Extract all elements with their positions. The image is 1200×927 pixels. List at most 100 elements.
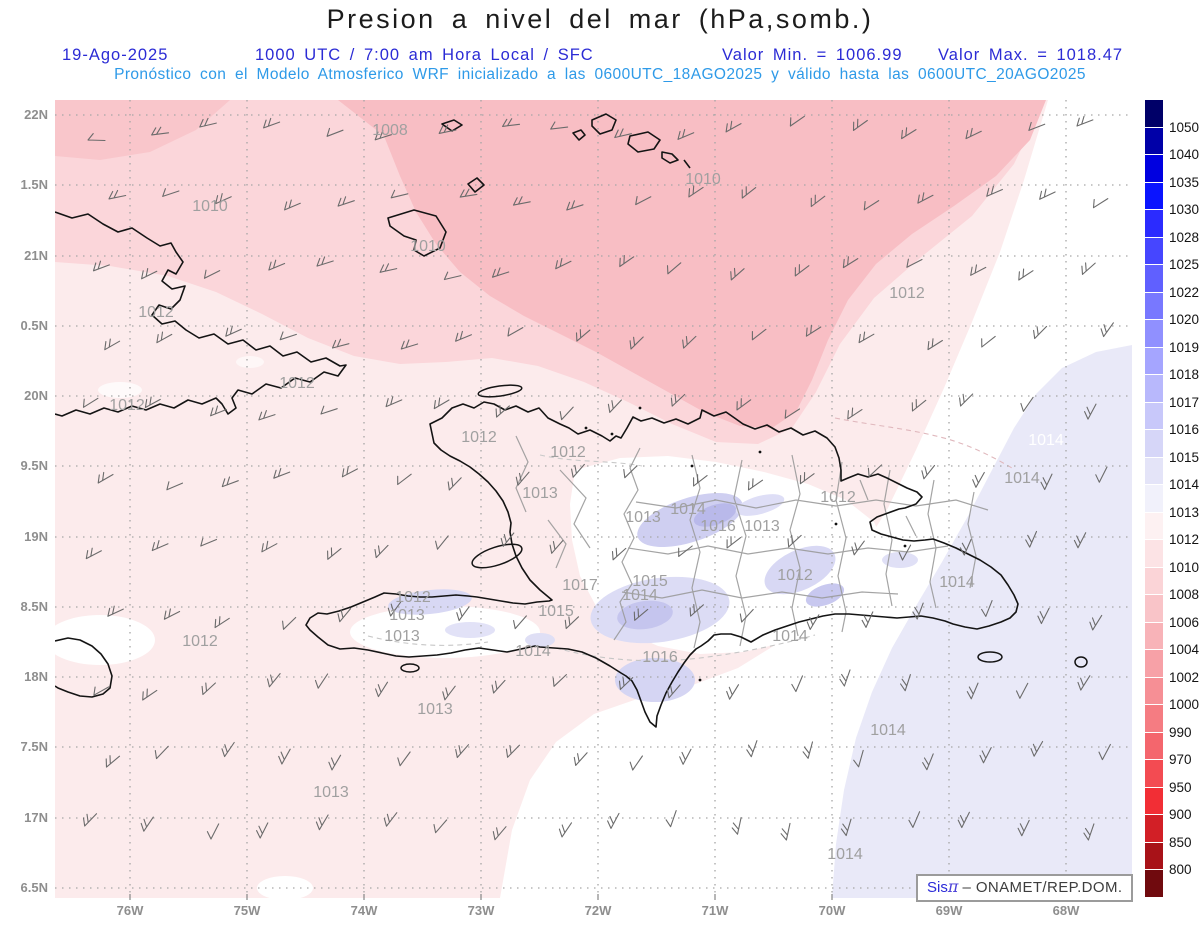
colorbar-segment — [1145, 870, 1163, 897]
pressure-label: 1015 — [632, 573, 668, 590]
colorbar-segment — [1145, 705, 1163, 732]
pressure-label: 1014 — [670, 501, 706, 518]
lat-label: 20N — [24, 388, 48, 403]
colorbar-label: 1025 — [1169, 257, 1200, 273]
colorbar-label: 1030 — [1169, 202, 1200, 218]
lat-label: 1.5N — [20, 177, 48, 192]
pressure-label: 1012 — [279, 375, 315, 392]
lon-label: 72W — [584, 903, 612, 918]
pressure-label: 1013 — [625, 509, 661, 526]
pi-icon: π — [947, 877, 959, 896]
colorbar-segment — [1145, 842, 1163, 870]
colorbar-label: 1020 — [1169, 312, 1200, 328]
colorbar-label: 1004 — [1169, 642, 1200, 658]
pressure-label: 1014 — [870, 722, 906, 739]
pressure-label: 1008 — [372, 122, 408, 139]
pressure-colorbar: 1050 1040 1035 1030 1028 1025 1022 1020 1019 1018… — [1145, 100, 1200, 898]
colorbar-label: 1014 — [1169, 477, 1200, 493]
colorbar-label: 1022 — [1169, 284, 1200, 300]
credit-box: Sisπ – ONAMET/REP.DOM. — [916, 874, 1134, 902]
pressure-label: 1014 — [515, 643, 551, 660]
colorbar-segment — [1145, 540, 1163, 567]
colorbar-label: 1002 — [1169, 669, 1200, 685]
colorbar-label: 1017 — [1169, 394, 1200, 410]
colorbar-segment — [1145, 650, 1163, 677]
colorbar-label: 1008 — [1169, 587, 1200, 603]
colorbar-segment — [1145, 182, 1163, 210]
colorbar-segment — [1145, 347, 1163, 375]
lat-label: 22N — [24, 107, 48, 122]
colorbar-segment — [1145, 512, 1163, 540]
colorbar-segment — [1145, 457, 1163, 485]
pressure-label: 1014 — [827, 846, 863, 863]
pressure-label: 1016 — [642, 649, 678, 666]
colorbar-label: 1028 — [1169, 229, 1200, 245]
colorbar-segment — [1145, 265, 1163, 292]
pressure-label: 1014 — [939, 574, 975, 591]
colorbar-segment — [1145, 100, 1163, 127]
valor-max-label: Valor Max. = 1018.47 — [938, 46, 1124, 64]
lat-label: 8.5N — [20, 599, 48, 614]
lat-label: 21N — [24, 248, 48, 263]
pressure-label: 1012 — [777, 567, 813, 584]
colorbar-segment — [1145, 595, 1163, 622]
colorbar-label: 1050 — [1169, 119, 1200, 135]
pressure-label: 1010 — [410, 238, 446, 255]
pressure-label: 1012 — [182, 633, 218, 650]
colorbar-segment — [1145, 485, 1163, 512]
pressure-label: 1016 — [700, 518, 736, 535]
pressure-label: 1013 — [744, 518, 780, 535]
colorbar-label: 1013 — [1169, 504, 1200, 520]
lat-label: 9.5N — [20, 458, 48, 473]
lon-label: 70W — [818, 903, 846, 918]
pressure-label: 1012 — [395, 589, 431, 606]
pressure-label: 1012 — [550, 444, 586, 461]
pressure-label: 1014 — [622, 587, 658, 604]
pressure-label: 1013 — [389, 607, 425, 624]
colorbar-label: 950 — [1169, 779, 1192, 795]
colorbar-segment — [1145, 127, 1163, 155]
colorbar-segment — [1145, 402, 1163, 430]
colorbar-segment — [1145, 375, 1163, 402]
credit-org: – ONAMET/REP.DOM. — [962, 879, 1123, 896]
colorbar-label: 1035 — [1169, 174, 1200, 190]
colorbar-label: 1006 — [1169, 614, 1200, 630]
lon-label: 71W — [701, 903, 729, 918]
colorbar-label: 970 — [1169, 752, 1192, 768]
colorbar-label: 1019 — [1169, 339, 1200, 355]
lat-label: 19N — [24, 529, 48, 544]
lon-label: 74W — [350, 903, 378, 918]
pressure-label: 1014 — [1004, 470, 1040, 487]
pressure-label: 1013 — [417, 701, 453, 718]
pressure-label: 1013 — [313, 784, 349, 801]
colorbar-segment — [1145, 155, 1163, 182]
pressure-label: 1012 — [820, 489, 856, 506]
colorbar-segment — [1145, 237, 1163, 265]
valor-min-label: Valor Min. = 1006.99 — [722, 46, 903, 64]
lat-label: 17N — [24, 810, 48, 825]
lon-label: 73W — [467, 903, 495, 918]
colorbar-label: 800 — [1169, 862, 1192, 878]
sispi-logo: Sis — [927, 879, 948, 896]
time-label: 1000 UTC / 7:00 am Hora Local / SFC — [255, 46, 594, 64]
colorbar-segment — [1145, 210, 1163, 237]
lon-label: 69W — [935, 903, 963, 918]
pressure-label: 1013 — [384, 628, 420, 645]
colorbar-segment — [1145, 815, 1163, 842]
colorbar-label: 990 — [1169, 724, 1192, 740]
colorbar-segment — [1145, 787, 1163, 815]
colorbar-segment — [1145, 732, 1163, 760]
lon-label: 68W — [1052, 903, 1080, 918]
colorbar-segment — [1145, 320, 1163, 347]
page-title: Presion a nivel del mar (hPa,somb.) — [326, 4, 874, 34]
lat-label: 7.5N — [20, 739, 48, 754]
pressure-label: 1012 — [461, 429, 497, 446]
colorbar-label: 850 — [1169, 834, 1192, 850]
colorbar-label: 1016 — [1169, 422, 1200, 438]
colorbar-label: 1015 — [1169, 449, 1200, 465]
colorbar-segment — [1145, 760, 1163, 787]
pressure-label: 1017 — [562, 577, 598, 594]
lon-label: 75W — [233, 903, 261, 918]
colorbar-label: 1018 — [1169, 367, 1200, 383]
